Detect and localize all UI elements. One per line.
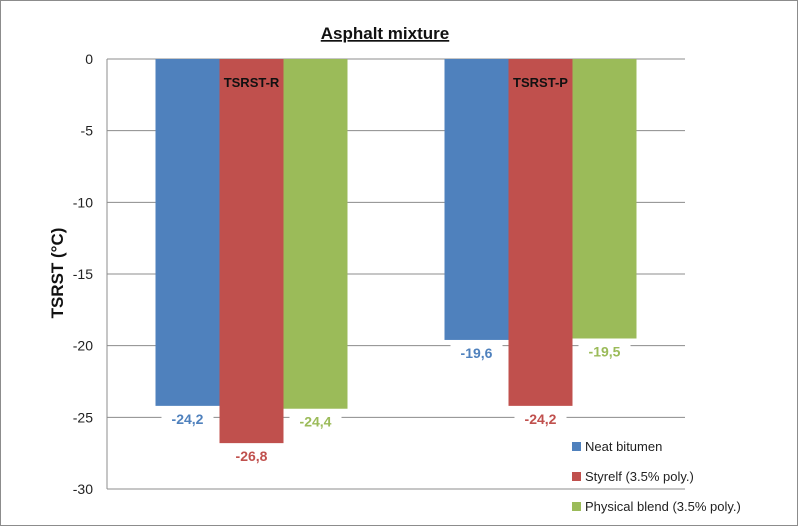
category-label: TSRST-R xyxy=(224,75,280,90)
bar xyxy=(508,59,573,406)
data-label-bg xyxy=(161,408,214,429)
y-tick-labels: 0 -5 -10 -15 -20 -25 -30 xyxy=(73,51,93,497)
bar xyxy=(219,59,284,444)
data-label: -19,6 xyxy=(461,345,493,361)
legend-swatch xyxy=(572,472,581,481)
category-label: TSRST-P xyxy=(513,75,568,90)
y-axis-title: TSRST (°C) xyxy=(48,228,67,319)
bar xyxy=(572,59,637,339)
legend-swatch xyxy=(572,442,581,451)
legend-label: Neat bitumen xyxy=(585,439,662,454)
data-label-bg xyxy=(514,408,567,429)
data-label-bg xyxy=(450,342,503,363)
y-tick-label: 0 xyxy=(85,51,93,67)
data-label: -24,4 xyxy=(300,414,332,430)
chart-title: Asphalt mixture xyxy=(321,24,449,43)
legend-swatch xyxy=(572,502,581,511)
bar xyxy=(283,59,348,409)
y-tick-label: -5 xyxy=(81,123,94,139)
data-label: -24,2 xyxy=(172,411,204,427)
y-tick-label: -30 xyxy=(73,481,93,497)
data-label-bg xyxy=(578,341,631,362)
data-label: -24,2 xyxy=(525,411,557,427)
bars xyxy=(155,59,637,444)
legend-label: Styrelf (3.5% poly.) xyxy=(585,469,694,484)
bar xyxy=(155,59,220,406)
y-tick-label: -10 xyxy=(73,194,93,210)
data-label-bg xyxy=(225,446,278,467)
data-labels: -24,2 -26,8 -24,4 TSRST-R -19,6 -24,2 -19,5 TSR… xyxy=(161,75,631,467)
data-label: -26,8 xyxy=(236,448,268,464)
legend-label: Physical blend (3.5% poly.) xyxy=(585,499,741,514)
y-tick-label: -25 xyxy=(73,409,93,425)
data-label-bg xyxy=(289,411,342,432)
data-label: -19,5 xyxy=(589,344,621,360)
bar xyxy=(444,59,509,340)
y-tick-label: -15 xyxy=(73,266,93,282)
y-tick-label: -20 xyxy=(73,338,93,354)
legend: Neat bitumen Styrelf (3.5% poly.) Physical… xyxy=(572,439,741,514)
